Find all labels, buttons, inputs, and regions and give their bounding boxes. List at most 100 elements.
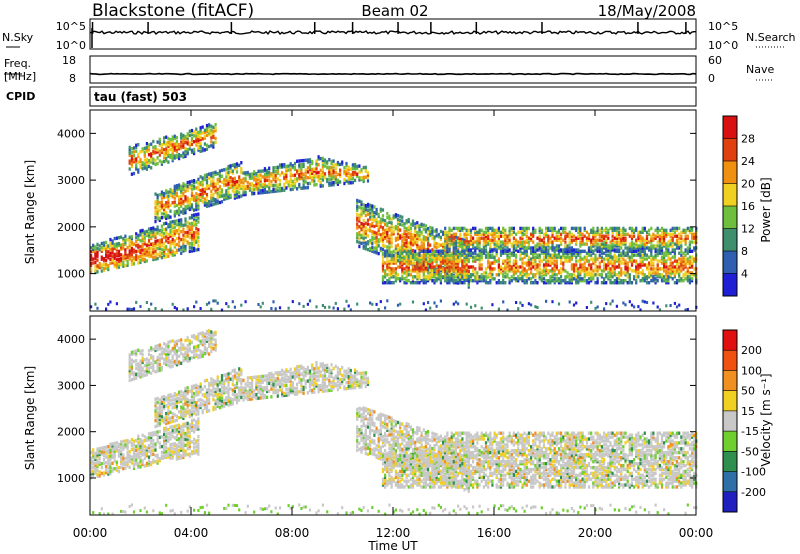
data-cell: [300, 163, 303, 167]
data-cell: [354, 166, 357, 171]
data-cell: [244, 190, 247, 195]
data-cell: [427, 259, 430, 263]
data-cell: [143, 240, 146, 244]
data-cell: [418, 257, 421, 261]
data-cell: [388, 267, 391, 271]
data-cell: [639, 271, 642, 275]
data-cell: [624, 228, 627, 232]
data-cell: [238, 175, 241, 179]
data-cell: [545, 246, 548, 250]
data-cell: [218, 187, 221, 191]
data-cell: [169, 187, 172, 192]
data-cell: [671, 228, 674, 232]
data-cell: [173, 219, 176, 224]
data-cell: [272, 177, 275, 182]
data-cell: [564, 259, 567, 263]
data-cell: [551, 269, 554, 273]
data-cell: [414, 241, 417, 246]
data-cell: [519, 230, 522, 234]
data-cell: [581, 240, 584, 244]
data-cell: [156, 150, 159, 154]
data-cell: [626, 271, 629, 275]
data-cell: [407, 279, 410, 283]
data-cell: [178, 187, 181, 191]
data-cell: [446, 271, 449, 275]
data-cell: [381, 255, 385, 259]
data-cell: [362, 209, 365, 213]
data-cell: [373, 232, 376, 237]
data-cell: [195, 199, 198, 204]
data-cell: [663, 277, 666, 281]
data-cell: [618, 257, 621, 261]
data-cell: [618, 240, 621, 244]
data-cell: [596, 230, 599, 234]
data-cell: [442, 275, 445, 279]
data-cell: [652, 271, 655, 275]
data-cell: [639, 238, 642, 242]
data-cell: [409, 222, 412, 226]
data-cell: [150, 252, 153, 256]
data-cell: [549, 259, 552, 263]
data-cell: [184, 152, 187, 157]
data-cell: [193, 151, 196, 156]
data-cell: [347, 181, 350, 185]
data-cell: [566, 234, 569, 238]
data-cell: [592, 275, 595, 279]
data-cell: [515, 277, 518, 281]
data-cell: [405, 226, 408, 231]
data-cell: [487, 255, 490, 259]
data-cell: [667, 253, 670, 257]
data-cell: [575, 238, 578, 242]
data-cell: [143, 164, 146, 168]
data-cell: [454, 273, 458, 277]
data-cell: [442, 261, 445, 265]
data-cell: [433, 229, 436, 233]
data-cell: [208, 202, 211, 206]
data-cell: [624, 279, 627, 283]
data-cell: [527, 259, 530, 263]
data-cell: [115, 252, 118, 256]
data-cell: [169, 230, 172, 234]
data-cell: [545, 259, 548, 263]
data-cell: [94, 247, 97, 251]
data-cell: [190, 249, 194, 253]
data-cell: [302, 162, 305, 167]
data-cell: [111, 446, 114, 450]
data-cell: [487, 242, 490, 246]
data-cell: [557, 271, 561, 275]
data-cell: [128, 353, 131, 357]
data-cell: [461, 261, 464, 265]
data-cell: [572, 273, 576, 277]
data-cell: [663, 261, 666, 265]
data-cell: [362, 230, 365, 234]
data-cell: [442, 255, 445, 259]
data-cell: [233, 196, 236, 200]
data-cell: [167, 216, 170, 220]
data-cell: [375, 221, 378, 226]
data-cell: [190, 221, 194, 226]
data-cell: [596, 279, 599, 283]
data-cell: [173, 156, 176, 160]
data-cell: [120, 245, 123, 249]
data-cell: [446, 248, 449, 252]
data-cell: [407, 235, 410, 239]
data-cell: [461, 237, 464, 242]
data-cell: [216, 191, 219, 195]
data-cell: [512, 240, 515, 244]
data-cell: [330, 165, 333, 169]
data-cell: [109, 444, 112, 448]
data-cell: [120, 235, 123, 239]
data-cell: [188, 141, 191, 145]
data-cell: [465, 255, 468, 259]
data-cell: [414, 255, 417, 259]
data-cell: [128, 357, 131, 361]
data-cell: [186, 134, 189, 138]
data-cell: [510, 267, 513, 271]
data-cell: [235, 183, 239, 188]
data-cell: [469, 251, 473, 255]
data-cell: [534, 275, 537, 279]
data-cell: [259, 179, 262, 183]
data-cell: [175, 141, 178, 146]
data-cell: [675, 263, 679, 267]
data-cell: [452, 248, 455, 252]
